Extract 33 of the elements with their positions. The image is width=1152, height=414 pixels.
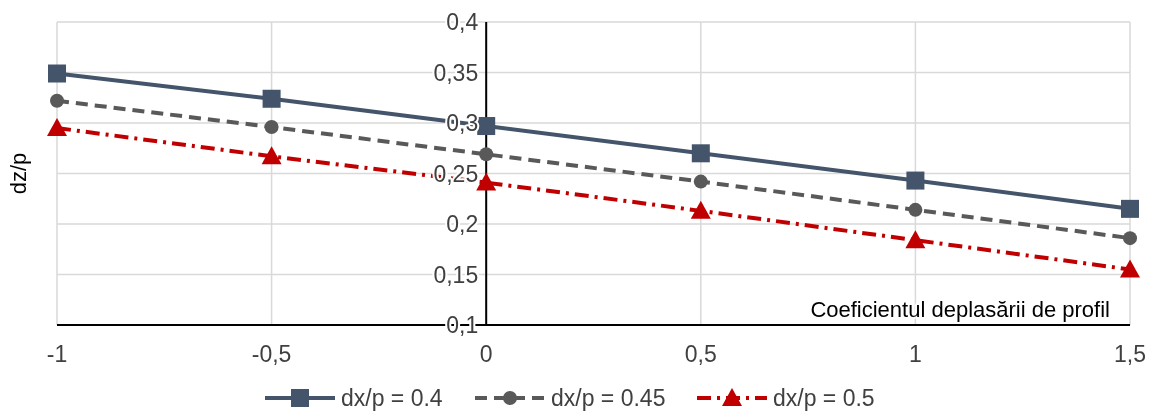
point <box>476 172 497 191</box>
point <box>477 117 496 136</box>
point <box>1120 259 1140 278</box>
point <box>1123 231 1137 246</box>
x-tick-label: -1 <box>46 341 68 367</box>
point <box>693 174 708 189</box>
point <box>50 93 64 108</box>
point <box>1121 199 1139 218</box>
point <box>479 147 494 162</box>
point <box>906 171 925 190</box>
point <box>264 120 279 135</box>
y-axis-title: dz/p <box>6 152 31 195</box>
x-axis-title: Coeficientul deplasării de profil <box>810 297 1110 322</box>
x-tick-label: 0,5 <box>684 341 717 367</box>
x-tick-label: 1,5 <box>1114 341 1146 367</box>
point <box>262 89 281 108</box>
x-tick-label: 0 <box>479 341 493 367</box>
point <box>908 202 923 217</box>
y-tick-label: 0,2 <box>446 211 479 238</box>
point <box>691 144 710 163</box>
point <box>48 64 66 83</box>
y-tick-label: 0,4 <box>446 9 479 36</box>
x-tick-label: -0,5 <box>251 341 292 367</box>
point <box>905 230 926 249</box>
point <box>261 146 282 165</box>
legend-label: dx/p = 0.5 <box>773 385 875 412</box>
legend-label: dx/p = 0.4 <box>341 385 443 412</box>
x-tick-label: 1 <box>909 341 922 367</box>
y-tick-label: 0,15 <box>433 261 479 288</box>
legend-label: dx/p = 0.45 <box>551 385 666 412</box>
point <box>47 118 67 137</box>
point <box>690 200 711 219</box>
y-tick-label: 0,35 <box>433 59 479 86</box>
